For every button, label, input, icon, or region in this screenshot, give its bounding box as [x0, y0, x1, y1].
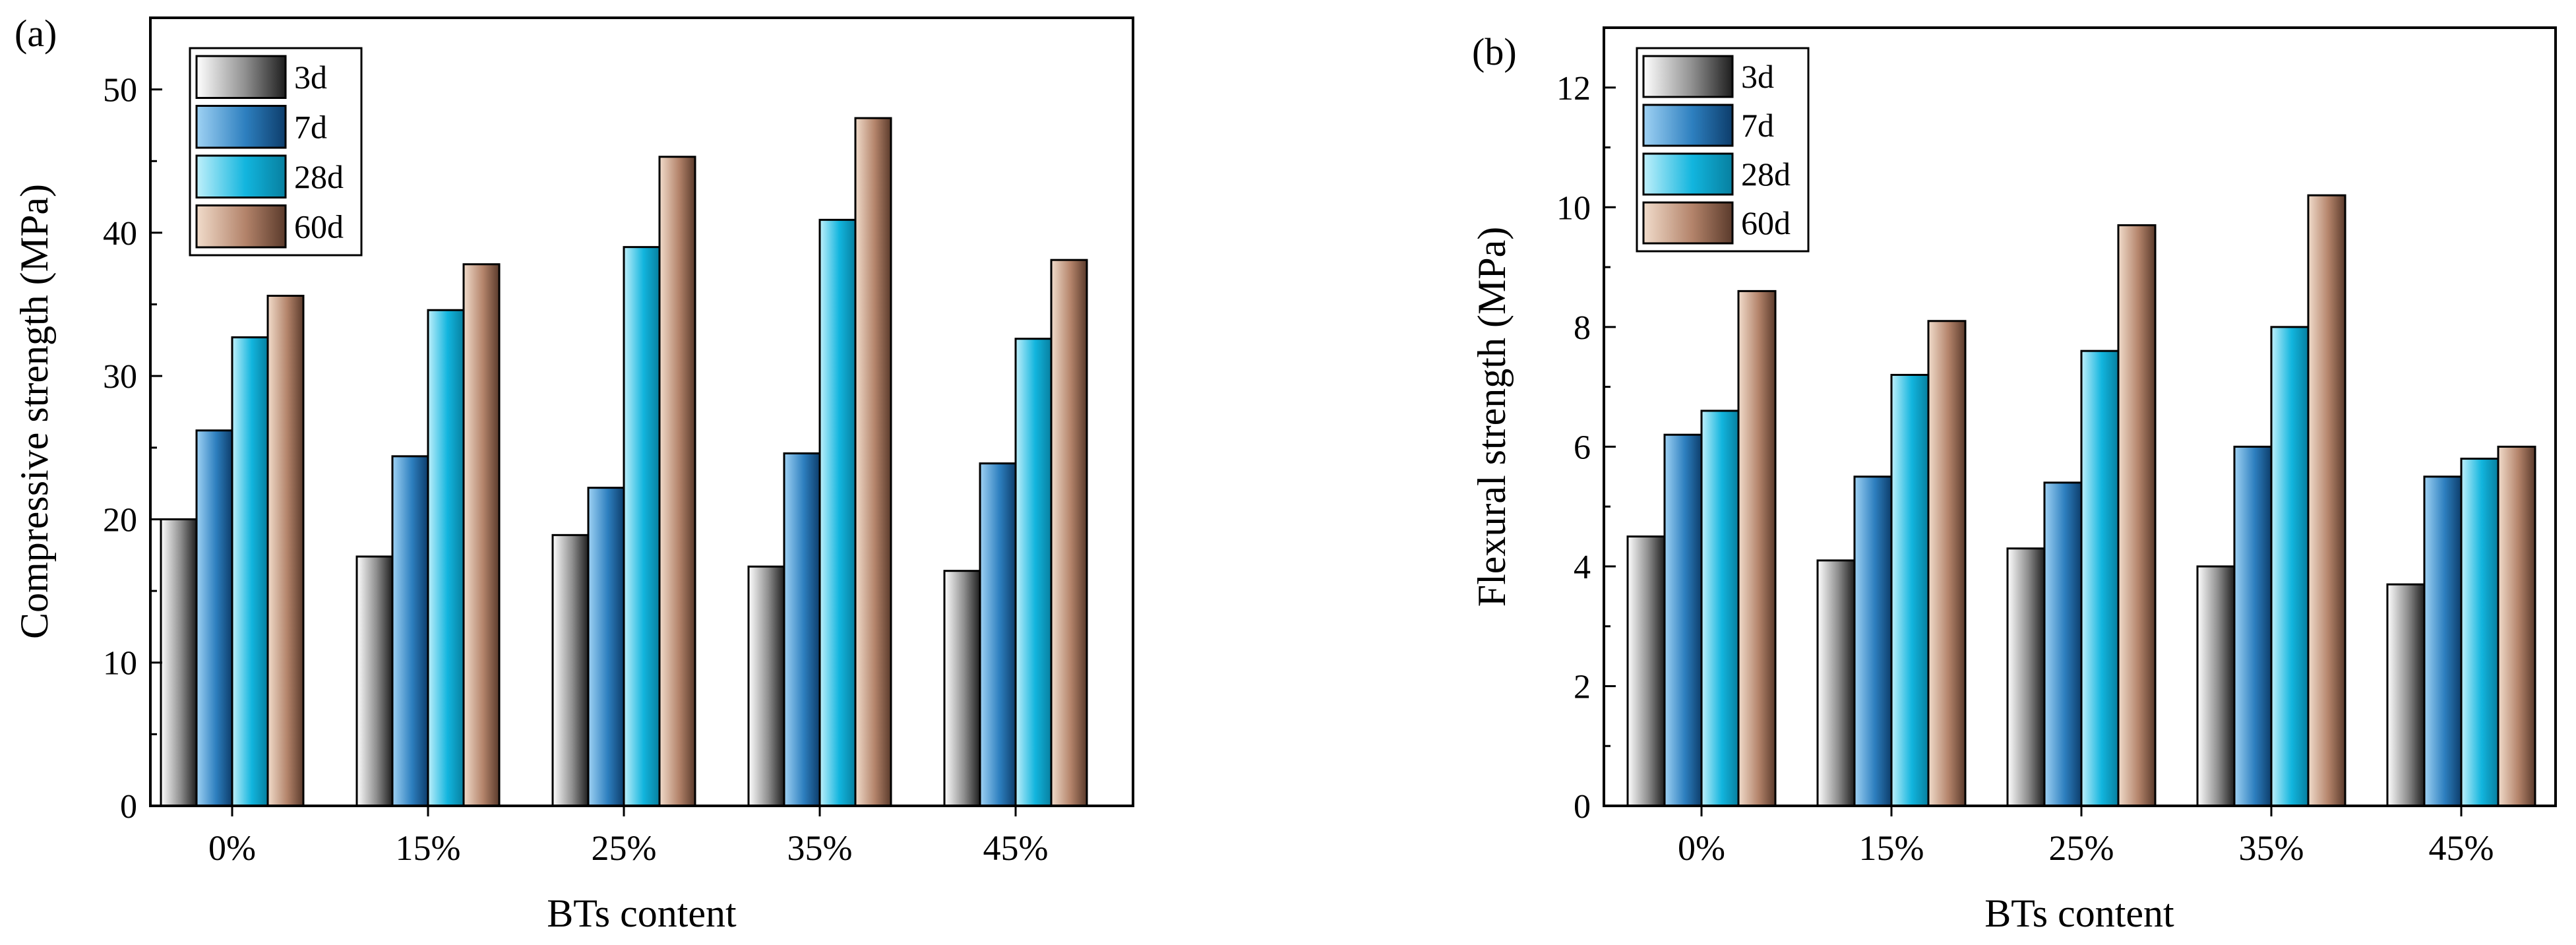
bar-28d-35pct [818, 218, 857, 807]
legend-label-3d: 3d [1741, 58, 1774, 95]
y-tick-label: 4 [1574, 549, 1591, 586]
x-tick-label: 0% [1678, 828, 1725, 868]
legend-label-3d: 3d [294, 59, 327, 96]
x-tick-label: 15% [396, 828, 461, 868]
bar-7d-15pct [1853, 475, 1893, 807]
x-tick-label: 25% [2049, 828, 2114, 868]
plot-frame [1603, 26, 2557, 807]
x-tick-label: 15% [1859, 828, 1924, 868]
y-tick-label: 50 [103, 72, 137, 109]
y-tick-label: 30 [103, 358, 137, 396]
x-tick-label: 35% [787, 828, 853, 868]
compressive-strength-chart: (a) 0 10 20 30 40 50 0% 15% 25% 35% 45% BTs conte… [13, 12, 1134, 935]
y-tick-label: 12 [1556, 70, 1591, 107]
bar-3d-45pct [2386, 583, 2426, 807]
legend-swatch-3d [1642, 55, 1734, 98]
legend-label-28d: 28d [1741, 156, 1791, 193]
legend-swatch-28d [195, 154, 287, 198]
y-tick-label: 8 [1574, 309, 1591, 347]
bar-7d-35pct [2233, 445, 2273, 807]
bar-28d-35pct [2270, 326, 2310, 807]
y-axis-title: Compressive strength (MPa) [13, 184, 56, 639]
bar-3d-0pct [160, 518, 198, 807]
bar-60d-15pct [462, 263, 501, 807]
bar-7d-45pct [2423, 475, 2463, 807]
y-tick-label: 10 [1556, 189, 1591, 227]
flexural-strength-chart: (b) 0 2 4 6 8 10 12 0% 15% 25% 35% 45% BTs content… [1470, 26, 2557, 935]
y-tick-label: 10 [103, 645, 137, 683]
legend-label-60d: 60d [1741, 204, 1791, 241]
bar-3d-25pct [2006, 547, 2046, 807]
legend-label-7d: 7d [1741, 107, 1774, 144]
bar-7d-15pct [391, 455, 429, 807]
x-tick-label: 45% [2429, 828, 2494, 868]
bar-28d-15pct [427, 309, 465, 807]
bar-28d-25pct [2080, 350, 2120, 807]
bar-60d-0pct [1737, 290, 1777, 807]
y-axis-title: Flexural strength (MPa) [1470, 227, 1514, 607]
legend-label-60d: 60d [294, 208, 344, 245]
x-tick-label: 25% [592, 828, 657, 868]
bar-60d-45pct [2497, 445, 2536, 807]
bar-3d-35pct [2196, 565, 2236, 807]
legend-swatch-3d [195, 55, 287, 99]
bar-28d-45pct [1014, 338, 1053, 807]
bar-3d-0pct [1626, 535, 1666, 807]
x-axis-categories: 0% 15% 25% 35% 45% [1678, 806, 2494, 868]
x-axis-title: BTs content [1984, 892, 2174, 935]
legend-swatch-28d [1642, 152, 1734, 196]
x-axis-title: BTs content [547, 892, 737, 935]
plot-frame [149, 16, 1134, 807]
bar-7d-45pct [979, 462, 1017, 807]
legend-swatch-7d [1642, 104, 1734, 147]
bar-28d-25pct [623, 246, 661, 807]
y-tick-label: 20 [103, 501, 137, 539]
bar-60d-0pct [266, 295, 305, 807]
bar-7d-0pct [1663, 433, 1703, 807]
legend-swatch-60d [195, 204, 287, 249]
bar-28d-45pct [2460, 458, 2499, 807]
bar-60d-45pct [1050, 259, 1088, 807]
bar-3d-25pct [551, 533, 590, 807]
bar-7d-25pct [2043, 481, 2083, 807]
bar-7d-0pct [195, 429, 233, 807]
bar-28d-0pct [231, 336, 269, 807]
panel-label: (a) [15, 12, 57, 55]
bar-7d-25pct [587, 487, 625, 807]
bar-60d-25pct [2117, 224, 2157, 807]
bar-3d-45pct [943, 570, 981, 807]
y-axis-ticks: 0 2 4 6 8 10 12 [1556, 70, 1616, 826]
x-axis-categories: 0% 15% 25% 35% 45% [208, 806, 1048, 868]
y-tick-label: 2 [1574, 668, 1591, 706]
bar-group [1626, 194, 2536, 807]
legend: 3d 7d 28d 60d [189, 47, 363, 257]
bar-60d-35pct [2307, 194, 2346, 807]
bar-60d-35pct [854, 117, 892, 807]
bar-3d-15pct [1816, 559, 1856, 807]
legend: 3d 7d 28d 60d [1636, 47, 1810, 253]
y-axis-ticks: 0 10 20 30 40 50 [103, 72, 162, 826]
legend-swatch-60d [1642, 201, 1734, 245]
y-tick-label: 0 [120, 788, 137, 826]
legend-swatch-7d [195, 105, 287, 149]
bar-3d-35pct [747, 565, 785, 807]
x-tick-label: 45% [983, 828, 1049, 868]
legend-label-28d: 28d [294, 158, 344, 195]
y-tick-label: 0 [1574, 788, 1591, 826]
bar-3d-15pct [355, 555, 394, 807]
bar-7d-35pct [783, 452, 821, 807]
x-tick-label: 35% [2239, 828, 2304, 868]
panel-label: (b) [1472, 30, 1517, 73]
bar-group [160, 117, 1088, 807]
x-tick-label: 0% [208, 828, 256, 868]
y-tick-label: 6 [1574, 429, 1591, 466]
y-tick-label: 40 [103, 215, 137, 253]
bar-28d-0pct [1700, 410, 1740, 807]
bar-28d-15pct [1890, 373, 1930, 807]
legend-label-7d: 7d [294, 108, 327, 145]
bar-60d-25pct [658, 156, 696, 807]
bar-60d-15pct [1927, 320, 1967, 807]
